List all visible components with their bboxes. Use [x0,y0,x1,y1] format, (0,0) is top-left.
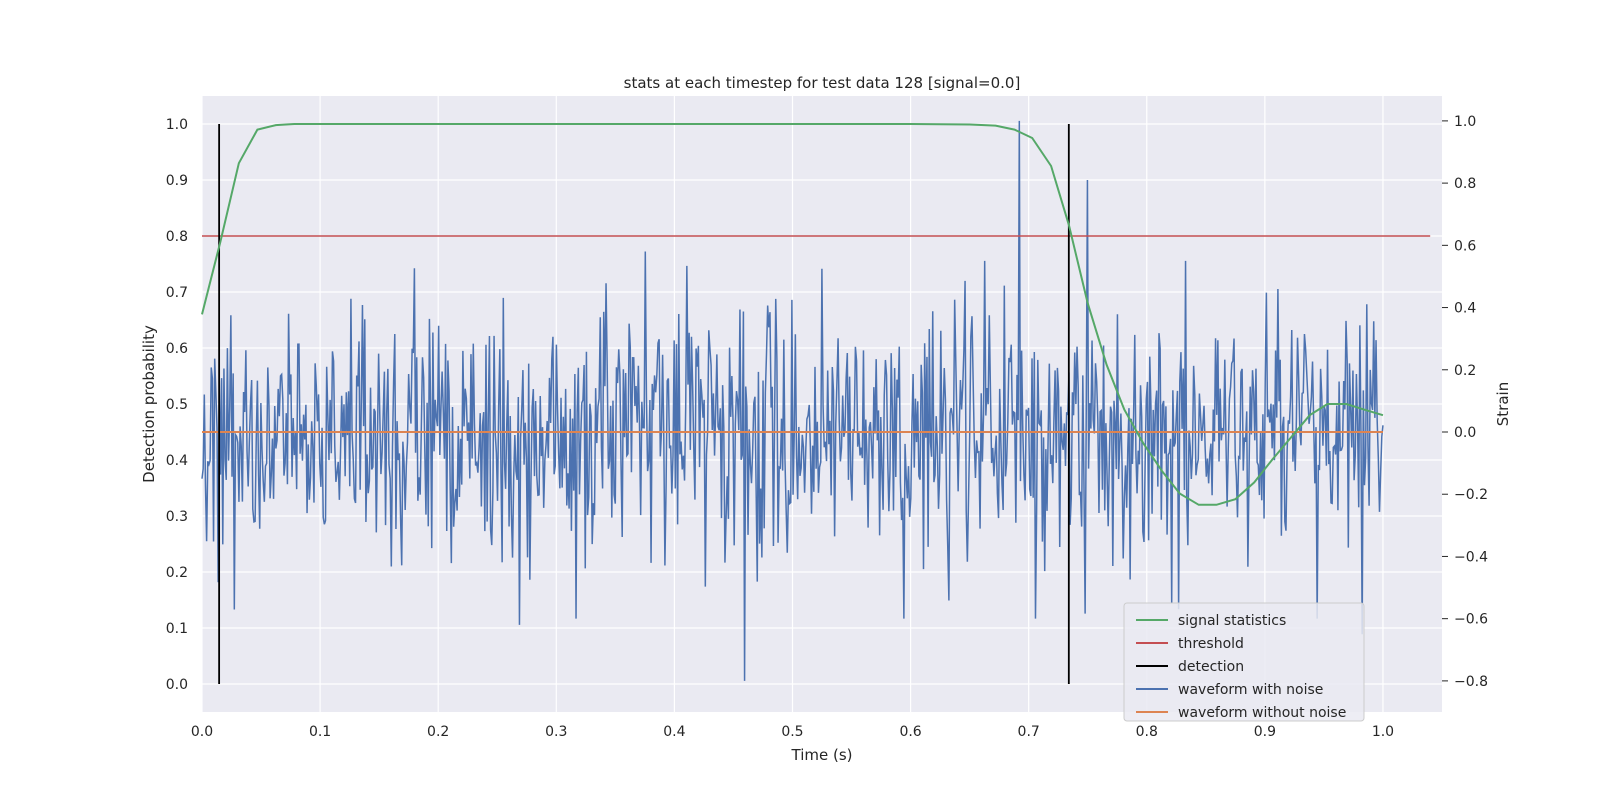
y-right-tick-label: −0.8 [1454,674,1488,690]
x-ticks: 0.0 0.1 0.2 0.3 0.4 0.5 0.6 0.7 0.8 0.9 1.0 [191,724,1394,740]
legend-label: signal statistics [1178,613,1286,629]
y-right-tick-label: 0.6 [1454,238,1476,254]
chart-title: stats at each timestep for test data 128… [624,74,1021,92]
series-signal-statistics [201,123,1384,506]
y-left-ticks: 0.0 0.1 0.2 0.3 0.4 0.5 0.6 0.7 0.8 0.9 1.0 [166,117,188,693]
y-left-tick-label: 0.4 [166,453,188,469]
series-layer [201,120,1431,684]
y-left-tick-label: 0.2 [166,565,188,581]
y-right-tick-label: −0.6 [1454,612,1488,628]
x-axis-title: Time (s) [791,746,853,764]
y-left-tick-label: 0.1 [166,621,188,637]
x-tick-label: 0.1 [309,724,331,740]
y-left-tick-label: 0.9 [166,173,188,189]
legend-label: waveform with noise [1178,682,1323,698]
y-left-axis-title: Detection probability [140,325,158,483]
x-tick-label: 0.4 [663,724,685,740]
y-left-tick-label: 0.7 [166,285,188,301]
y-right-tick-label: 0.8 [1454,176,1476,192]
legend-label: detection [1178,659,1244,675]
y-right-tick-label: −0.2 [1454,487,1488,503]
y-right-tick-label: 1.0 [1454,114,1476,130]
legend-frame [1123,602,1365,722]
y-left-tick-label: 0.3 [166,509,188,525]
x-tick-label: 0.5 [781,724,803,740]
x-tick-label: 0.9 [1254,724,1276,740]
x-tick-label: 1.0 [1372,724,1394,740]
x-tick-label: 0.6 [899,724,921,740]
y-left-tick-label: 0.5 [166,397,188,413]
series-waveform-with-noise [201,120,1384,681]
legend-label: waveform without noise [1178,705,1346,721]
y-left-tick-label: 0.8 [166,229,188,245]
legend: signal statistics threshold detection wavef… [1123,602,1365,722]
y-right-axis-title: Strain [1494,382,1512,426]
legend-label: threshold [1178,636,1244,652]
x-tick-label: 0.3 [545,724,567,740]
y-right-tick-label: 0.0 [1454,425,1476,441]
y-left-tick-label: 1.0 [166,117,188,133]
y-right-tick-label: 0.4 [1454,301,1476,317]
y-right-ticks: −0.8 −0.6 −0.4 −0.2 0.0 0.2 0.4 0.6 0.8 1.0 [1442,114,1488,690]
x-tick-label: 0.2 [427,724,449,740]
y-left-tick-label: 0.6 [166,341,188,357]
y-right-tick-label: −0.4 [1454,549,1488,565]
x-tick-label: 0.0 [191,724,213,740]
x-tick-label: 0.8 [1136,724,1158,740]
y-left-tick-label: 0.0 [166,677,188,693]
y-right-tick-label: 0.2 [1454,363,1476,379]
x-tick-label: 0.7 [1018,724,1040,740]
